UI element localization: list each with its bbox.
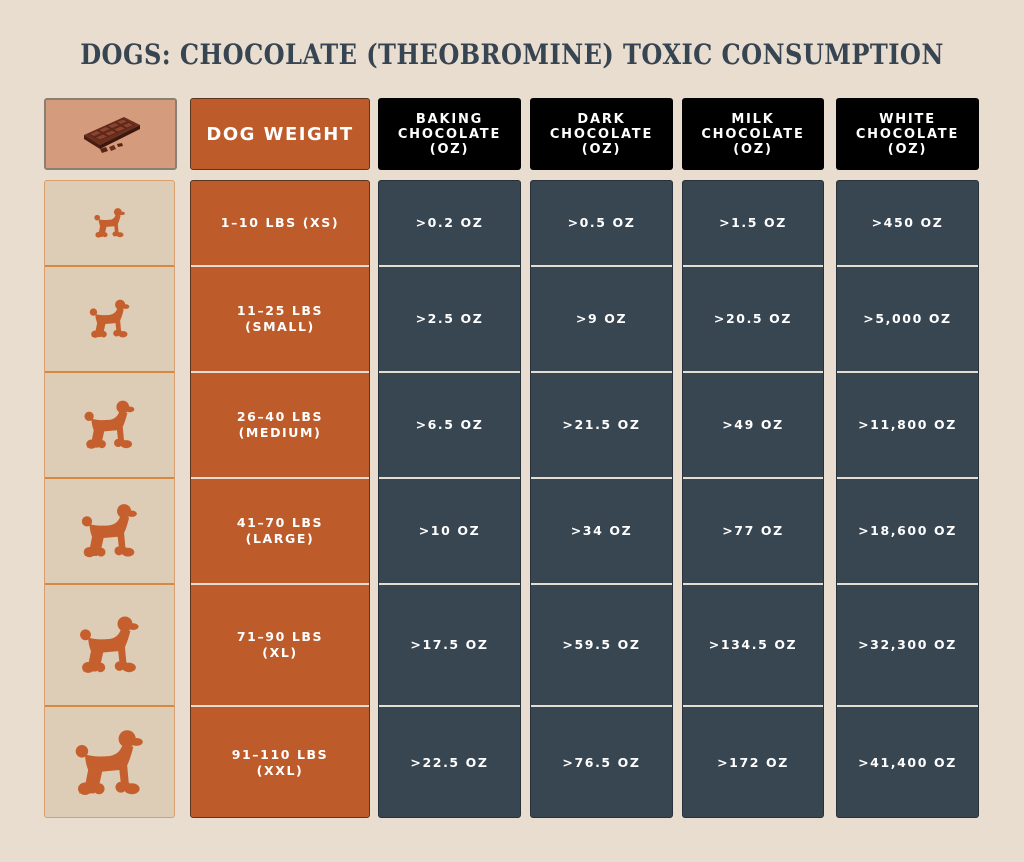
white-chocolate-column: >450 OZ >5,000 OZ >11,800 OZ >18,600 OZ … bbox=[836, 180, 979, 818]
poodle-icon bbox=[83, 400, 134, 449]
value-cell: >1.5 OZ bbox=[719, 215, 787, 230]
milk-chocolate-header: MILK CHOCOLATE (OZ) bbox=[682, 98, 824, 170]
weight-cell: 91–110 LBS (XXL) bbox=[231, 747, 329, 778]
weight-cell: 1–10 LBS (XS) bbox=[220, 215, 340, 230]
value-cell: >21.5 OZ bbox=[562, 417, 641, 432]
dog-icon-column bbox=[44, 180, 175, 818]
dark-chocolate-column: >0.5 OZ >9 OZ >21.5 OZ >34 OZ >59.5 OZ >… bbox=[530, 180, 673, 818]
dog-weight-column: 1–10 LBS (XS) 11–25 LBS (SMALL) 26–40 LB… bbox=[190, 180, 370, 818]
value-cell: >5,000 OZ bbox=[863, 311, 952, 326]
value-cell: >134.5 OZ bbox=[708, 637, 798, 652]
value-cell: >0.2 OZ bbox=[415, 215, 484, 230]
value-cell: >59.5 OZ bbox=[562, 637, 641, 652]
icon-cell bbox=[45, 373, 174, 477]
chocolate-bar-icon bbox=[83, 117, 140, 153]
value-cell: >18,600 OZ bbox=[858, 523, 957, 538]
poodle-icon bbox=[75, 730, 143, 795]
weight-cell: 11–25 LBS (SMALL) bbox=[236, 303, 324, 334]
icon-cell bbox=[45, 181, 174, 265]
value-cell: >9 OZ bbox=[575, 311, 628, 326]
value-cell: >41,400 OZ bbox=[858, 755, 957, 770]
value-cell: >17.5 OZ bbox=[410, 637, 489, 652]
baking-chocolate-header: BAKING CHOCOLATE (OZ) bbox=[378, 98, 521, 170]
icon-cell bbox=[45, 707, 174, 817]
poodle-icon bbox=[79, 616, 139, 673]
value-cell: >20.5 OZ bbox=[713, 311, 793, 326]
chocolate-header-cell bbox=[44, 98, 177, 170]
value-cell: >32,300 OZ bbox=[858, 637, 957, 652]
dog-weight-header: DOG WEIGHT bbox=[190, 98, 370, 170]
value-cell: >2.5 OZ bbox=[415, 311, 484, 326]
value-cell: >0.5 OZ bbox=[567, 215, 636, 230]
value-cell: >11,800 OZ bbox=[858, 417, 957, 432]
value-cell: >34 OZ bbox=[570, 523, 633, 538]
value-cell: >10 OZ bbox=[418, 523, 481, 538]
dark-chocolate-header: DARK CHOCOLATE (OZ) bbox=[530, 98, 673, 170]
poodle-icon bbox=[81, 504, 137, 558]
icon-cell bbox=[45, 267, 174, 371]
page-title: DOGS: CHOCOLATE (THEOBROMINE) TOXIC CONS… bbox=[80, 38, 944, 71]
poodle-icon bbox=[89, 299, 129, 338]
weight-cell: 26–40 LBS (MEDIUM) bbox=[236, 409, 324, 440]
value-cell: >76.5 OZ bbox=[562, 755, 641, 770]
value-cell: >77 OZ bbox=[722, 523, 784, 538]
icon-cell bbox=[45, 585, 174, 705]
poodle-icon bbox=[93, 208, 125, 238]
weight-cell: 41–70 LBS (LARGE) bbox=[236, 515, 324, 546]
value-cell: >450 OZ bbox=[871, 215, 944, 230]
milk-chocolate-column: >1.5 OZ >20.5 OZ >49 OZ >77 OZ >134.5 OZ… bbox=[682, 180, 824, 818]
baking-chocolate-column: >0.2 OZ >2.5 OZ >6.5 OZ >10 OZ >17.5 OZ … bbox=[378, 180, 521, 818]
icon-cell bbox=[45, 479, 174, 583]
value-cell: >172 OZ bbox=[717, 755, 789, 770]
value-cell: >22.5 OZ bbox=[410, 755, 489, 770]
value-cell: >6.5 OZ bbox=[415, 417, 484, 432]
white-chocolate-header: WHITE CHOCOLATE (OZ) bbox=[836, 98, 979, 170]
value-cell: >49 OZ bbox=[722, 417, 784, 432]
weight-cell: 71–90 LBS (XL) bbox=[236, 629, 324, 660]
